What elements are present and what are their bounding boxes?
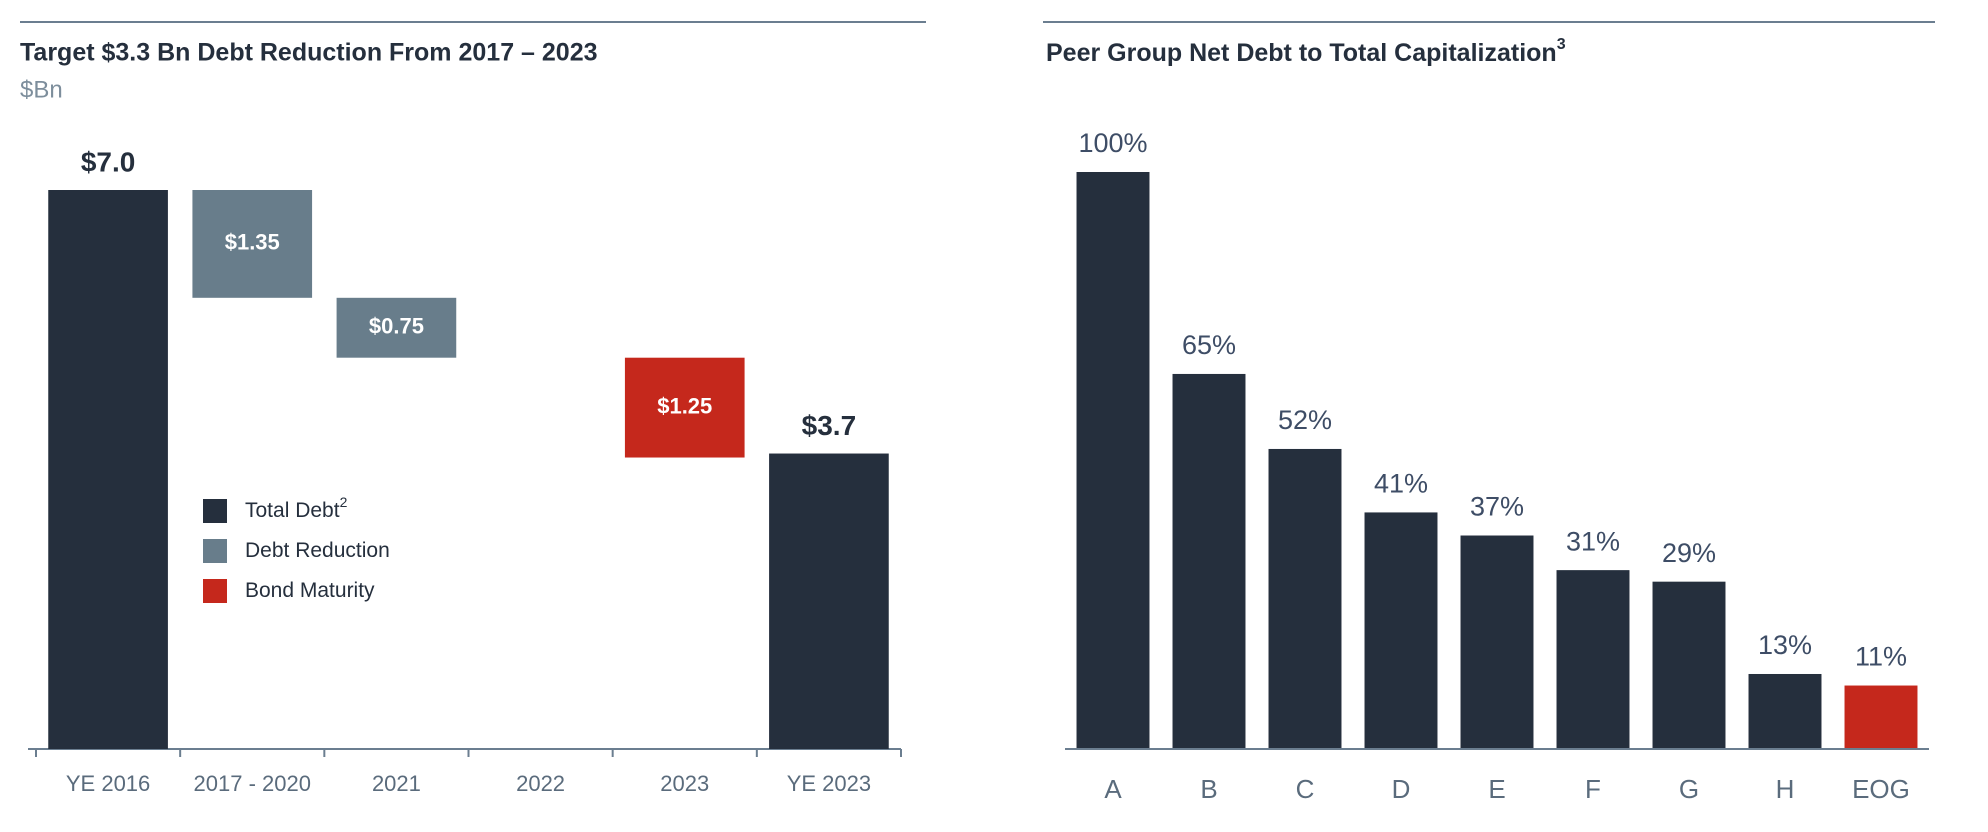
value-label: 13% [1758, 630, 1812, 660]
bar [1844, 685, 1918, 749]
x-tick-label: 2022 [516, 771, 565, 796]
x-tick-label: EOG [1852, 774, 1910, 804]
bar [769, 453, 889, 749]
title-superscript: 3 [1557, 36, 1566, 53]
legend-superscript: 2 [340, 494, 348, 510]
bar [1748, 673, 1822, 749]
value-label: $1.35 [225, 230, 280, 255]
x-tick-label: 2023 [660, 771, 709, 796]
x-tick-label: YE 2023 [787, 771, 871, 796]
bar [1460, 535, 1534, 749]
value-label: $0.75 [369, 314, 424, 339]
bar [1172, 373, 1246, 749]
value-label: 11% [1855, 642, 1907, 672]
legend-label: Debt Reduction [245, 539, 390, 562]
bar [624, 357, 745, 458]
chart-subtitle: $Bn [20, 76, 63, 103]
x-tick-label: E [1488, 774, 1505, 804]
value-label: $3.7 [802, 410, 857, 441]
bar [1268, 448, 1342, 749]
legend-text: Debt Reduction [245, 539, 390, 562]
x-tick-label: A [1104, 774, 1122, 804]
chart-title: Target $3.3 Bn Debt Reduction From 2017 … [20, 39, 598, 67]
bar [192, 190, 313, 298]
title-text: Peer Group Net Debt to Total Capitalizat… [1046, 39, 1557, 67]
legend-label: Bond Maturity [245, 579, 375, 602]
legend-swatch [203, 499, 227, 523]
x-tick-label: H [1776, 774, 1795, 804]
legend-swatch [203, 539, 227, 563]
value-label: 65% [1182, 330, 1236, 360]
x-tick-label: YE 2016 [66, 771, 150, 796]
legend-swatch [203, 579, 227, 603]
value-label: 31% [1566, 526, 1620, 556]
value-label: $1.25 [657, 393, 712, 418]
value-label: 52% [1278, 405, 1332, 435]
legend-label: Total Debt2 [245, 494, 348, 522]
value-label: 37% [1470, 492, 1524, 522]
bar [48, 190, 168, 749]
bar [336, 297, 457, 358]
x-tick-label: B [1200, 774, 1217, 804]
value-label: $7.0 [81, 146, 136, 177]
value-label: 41% [1374, 469, 1428, 499]
value-label: 29% [1662, 538, 1716, 568]
x-tick-label: G [1679, 774, 1699, 804]
chart-title: Peer Group Net Debt to Total Capitalizat… [1046, 36, 1566, 66]
bar [1076, 172, 1150, 749]
x-tick-label: 2021 [372, 771, 421, 796]
value-label: 100% [1078, 128, 1147, 158]
bar [1364, 512, 1438, 749]
x-tick-label: D [1392, 774, 1411, 804]
bar [1652, 581, 1726, 749]
legend-text: Total Debt [245, 499, 340, 522]
x-tick-label: C [1296, 774, 1315, 804]
legend-text: Bond Maturity [245, 579, 375, 602]
bar [1556, 570, 1630, 749]
x-tick-label: F [1585, 774, 1601, 804]
x-tick-label: 2017 - 2020 [194, 771, 311, 796]
